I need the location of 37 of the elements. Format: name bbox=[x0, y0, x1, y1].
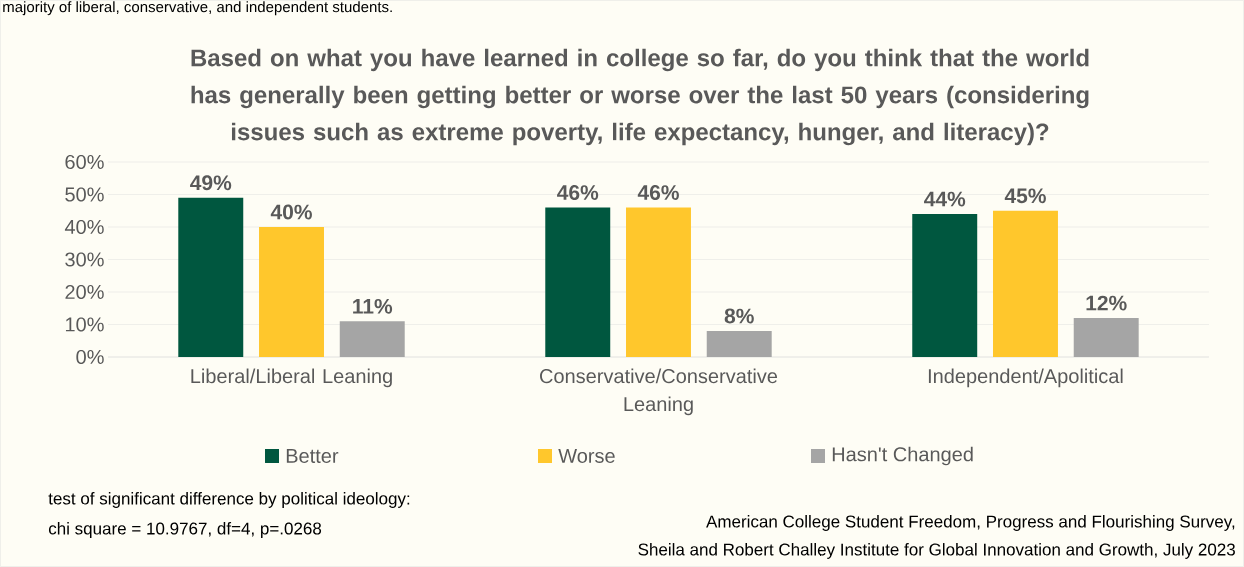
y-tick-label: 10% bbox=[65, 317, 104, 332]
bar bbox=[1073, 317, 1139, 357]
data-label: 49% bbox=[190, 175, 232, 191]
bar bbox=[706, 330, 772, 357]
data-label: 40% bbox=[270, 204, 312, 220]
x-tick-label: Conservative/Conservative Leaning bbox=[540, 368, 778, 416]
text: Sheila and Robert Challey Institute for Global Innovation and Growth, July 2023 bbox=[638, 543, 1235, 559]
bar bbox=[259, 226, 324, 357]
data-label: 44% bbox=[924, 191, 966, 207]
legend-label: Better bbox=[286, 449, 339, 463]
chart-title: Based on what you have learned in college so far, do you think that the world has generally been getting better or worse over the last 50 years (considering issues such as extreme poverty, life expectancy, hunger, and literacy)? bbox=[191, 48, 1089, 146]
data-label: 11% bbox=[353, 298, 393, 314]
bar bbox=[993, 210, 1058, 357]
data-label: 46% bbox=[637, 185, 679, 200]
data-label: 46% bbox=[557, 185, 599, 200]
text: chi square = 10.9767, df=4, p=.0268 bbox=[48, 522, 322, 538]
x-tick-label: Liberal/Liberal Leaning bbox=[191, 368, 392, 388]
y-tick-label: 60% bbox=[65, 154, 104, 170]
y-tick-label: 0% bbox=[76, 349, 104, 365]
data-label: 8% bbox=[724, 308, 754, 324]
bar bbox=[339, 321, 405, 357]
bar bbox=[545, 207, 611, 357]
bar bbox=[178, 197, 244, 357]
bar bbox=[626, 207, 691, 357]
bar bbox=[912, 213, 978, 357]
y-tick-label: 40% bbox=[64, 219, 104, 235]
text: test of significant difference by political ideology: bbox=[48, 492, 410, 508]
y-tick-label: 30% bbox=[65, 252, 104, 267]
text: majority of liberal, conservative, and independent students. bbox=[3, 1, 392, 16]
y-tick-label: 50% bbox=[65, 187, 104, 202]
x-tick-label: Independent/Apolitical bbox=[928, 368, 1123, 388]
data-label: 12% bbox=[1086, 295, 1127, 311]
legend-label: Worse bbox=[558, 449, 615, 463]
y-tick-label: 20% bbox=[65, 284, 104, 300]
text: American College Student Freedom, Progress and Flourishing Survey, bbox=[706, 515, 1235, 531]
legend-label: Hasn't Changed bbox=[832, 446, 973, 466]
data-label: 45% bbox=[1004, 188, 1046, 204]
